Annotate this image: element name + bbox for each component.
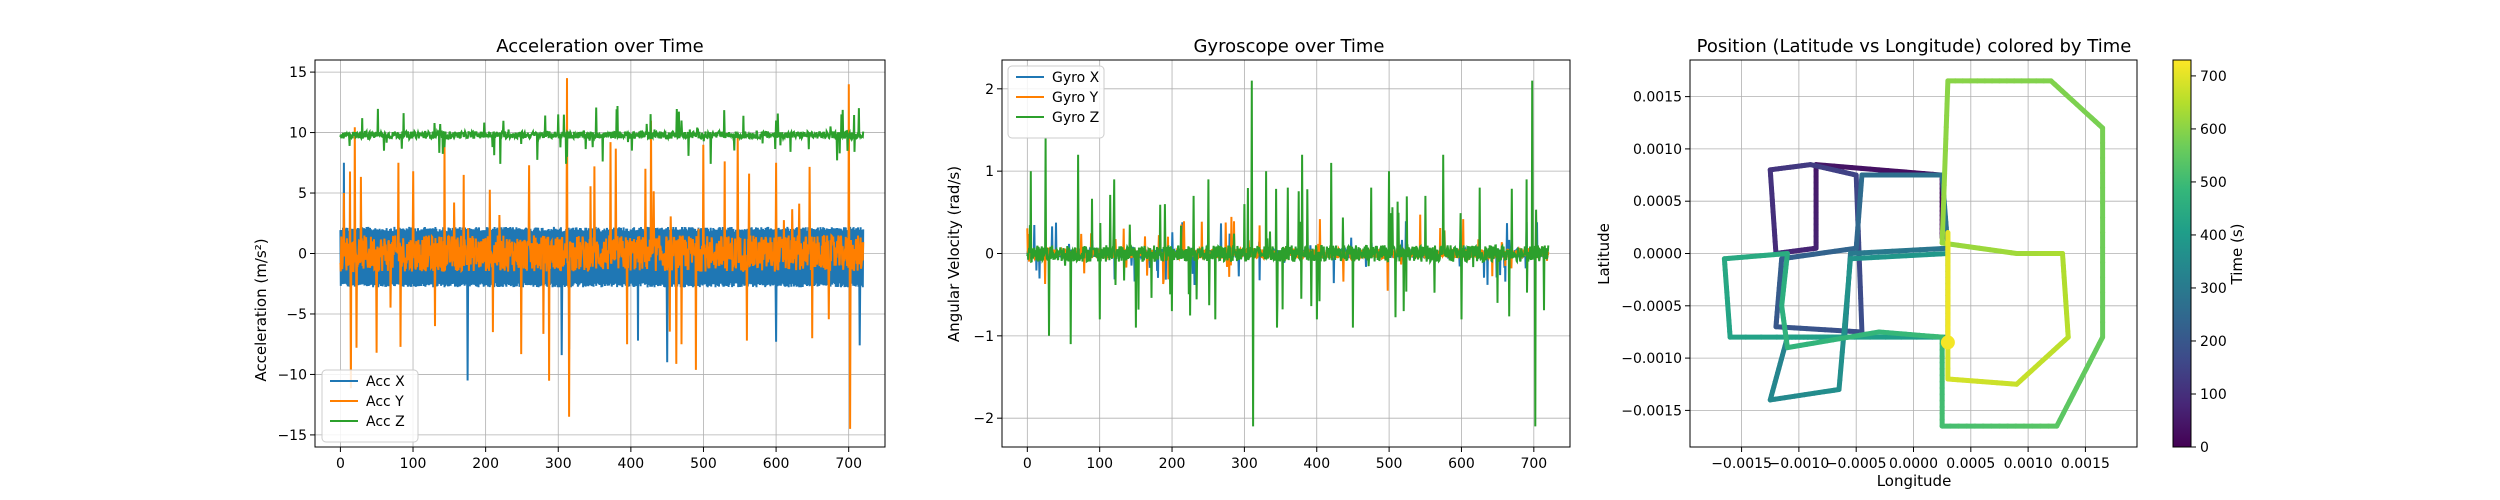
y-tick-label: −5 bbox=[286, 307, 307, 323]
x-tick-label: 400 bbox=[617, 456, 644, 472]
x-tick-label: 200 bbox=[1159, 456, 1186, 472]
y-tick-label: −15 bbox=[277, 428, 307, 444]
colorbar-bar bbox=[2172, 59, 2192, 448]
x-tick-label: 600 bbox=[1448, 456, 1475, 472]
x-tick-label: 600 bbox=[763, 456, 790, 472]
y-tick-label: 0 bbox=[298, 247, 307, 263]
position-chart: Position (Latitude vs Longitude) colored… bbox=[1595, 36, 2246, 490]
time-colorbar: 0 100 200 300 400 500 600 700 bbox=[2172, 59, 2227, 456]
legend-entry-acc-x: Acc X bbox=[366, 374, 405, 390]
y-tick-label: 0.0005 bbox=[1633, 194, 1682, 210]
x-tick-label: 0.0010 bbox=[2004, 456, 2053, 472]
acceleration-chart-title: Acceleration over Time bbox=[496, 36, 703, 57]
y-tick-label: 1 bbox=[985, 164, 994, 180]
series-line-acc-y bbox=[339, 78, 865, 429]
legend-entry-gyro-x: Gyro X bbox=[1052, 70, 1100, 86]
y-tick-label: −0.0005 bbox=[1621, 299, 1682, 315]
y-tick-label: 0.0015 bbox=[1633, 90, 1682, 106]
colorbar-label: Time (s) bbox=[2228, 224, 2246, 286]
x-tick-label: 100 bbox=[1086, 456, 1113, 472]
x-tick-label: 500 bbox=[1376, 456, 1403, 472]
series-line-acc-x bbox=[339, 162, 865, 381]
x-tick-label: 0 bbox=[1023, 456, 1032, 472]
colorbar-tick-label: 200 bbox=[2200, 334, 2227, 350]
gyroscope-legend: Gyro X Gyro Y Gyro Z bbox=[1007, 65, 1105, 139]
x-tick-label: 300 bbox=[545, 456, 572, 472]
x-tick-label: 100 bbox=[400, 456, 427, 472]
x-tick-label: −0.0015 bbox=[1711, 456, 1772, 472]
y-tick-label: 5 bbox=[298, 186, 307, 202]
position-y-axis-label: Latitude bbox=[1595, 223, 1613, 285]
track-end-point bbox=[1940, 335, 1955, 350]
legend-box bbox=[1007, 65, 1105, 139]
acceleration-chart: Acceleration over Time Acceleration (m/s… bbox=[252, 36, 886, 472]
colorbar-tick-label: 700 bbox=[2200, 69, 2227, 85]
colorbar-tick-label: 0 bbox=[2200, 440, 2209, 456]
acceleration-plot-area bbox=[339, 78, 865, 429]
position-ticks: −0.0015−0.0010−0.0005 0.0000 0.0005 0.0010 0… bbox=[1621, 60, 2137, 472]
colorbar-tick-label: 600 bbox=[2200, 122, 2227, 138]
x-tick-label: 400 bbox=[1303, 456, 1330, 472]
legend-entry-gyro-z: Gyro Z bbox=[1052, 110, 1099, 126]
x-tick-label: 200 bbox=[472, 456, 499, 472]
gyroscope-plot-area bbox=[1026, 80, 1550, 427]
position-axes-frame bbox=[1689, 59, 2138, 448]
colorbar-tick-label: 500 bbox=[2200, 175, 2227, 191]
x-tick-label: 0.0015 bbox=[2061, 456, 2110, 472]
x-tick-label: 0.0005 bbox=[1946, 456, 1995, 472]
y-tick-label: 10 bbox=[289, 126, 307, 142]
gyroscope-axes-frame bbox=[1001, 59, 1571, 448]
series-line-gyro-z bbox=[1026, 80, 1550, 427]
position-plot-area bbox=[1721, 78, 2106, 429]
acceleration-axes-frame bbox=[314, 59, 886, 448]
x-tick-label: 300 bbox=[1231, 456, 1258, 472]
x-tick-label: −0.0005 bbox=[1826, 456, 1887, 472]
x-tick-label: 700 bbox=[835, 456, 862, 472]
colorbar-tick-label: 300 bbox=[2200, 281, 2227, 297]
y-tick-label: 2 bbox=[985, 82, 994, 98]
acceleration-y-axis-label: Acceleration (m/s²) bbox=[252, 238, 270, 381]
x-tick-label: 700 bbox=[1520, 456, 1547, 472]
colorbar-tick-label: 100 bbox=[2200, 387, 2227, 403]
legend-box bbox=[321, 369, 419, 443]
y-tick-label: −2 bbox=[973, 411, 994, 427]
gyroscope-chart: Gyroscope over Time Angular Velocity (ra… bbox=[945, 36, 1571, 472]
acceleration-ticks: 0 100 200 300 400 500 600 700 −15 −10 −5 0 5 10 15 bbox=[277, 60, 885, 472]
legend-entry-acc-z: Acc Z bbox=[366, 414, 405, 430]
x-tick-label: 0.0000 bbox=[1889, 456, 1938, 472]
y-tick-label: 0.0000 bbox=[1633, 247, 1682, 263]
legend-entry-gyro-y: Gyro Y bbox=[1052, 90, 1099, 106]
legend-entry-acc-y: Acc Y bbox=[366, 394, 404, 410]
gyroscope-y-axis-label: Angular Velocity (rad/s) bbox=[945, 166, 963, 342]
y-tick-label: −1 bbox=[973, 329, 994, 345]
y-tick-label: −0.0010 bbox=[1621, 351, 1682, 367]
y-tick-label: 0.0010 bbox=[1633, 142, 1682, 158]
acceleration-legend: Acc X Acc Y Acc Z bbox=[321, 369, 419, 443]
x-tick-label: −0.0010 bbox=[1769, 456, 1830, 472]
y-tick-label: −0.0015 bbox=[1621, 403, 1682, 419]
y-tick-label: 15 bbox=[289, 65, 307, 81]
y-tick-label: 0 bbox=[985, 247, 994, 263]
position-chart-title: Position (Latitude vs Longitude) colored… bbox=[1697, 36, 2132, 57]
gyroscope-chart-title: Gyroscope over Time bbox=[1193, 36, 1384, 57]
series-line-acc-z bbox=[339, 105, 865, 164]
position-x-axis-label: Longitude bbox=[1877, 472, 1952, 490]
y-tick-label: −10 bbox=[277, 367, 307, 383]
x-tick-label: 500 bbox=[690, 456, 717, 472]
colorbar-tick-label: 400 bbox=[2200, 228, 2227, 244]
x-tick-label: 0 bbox=[336, 456, 345, 472]
